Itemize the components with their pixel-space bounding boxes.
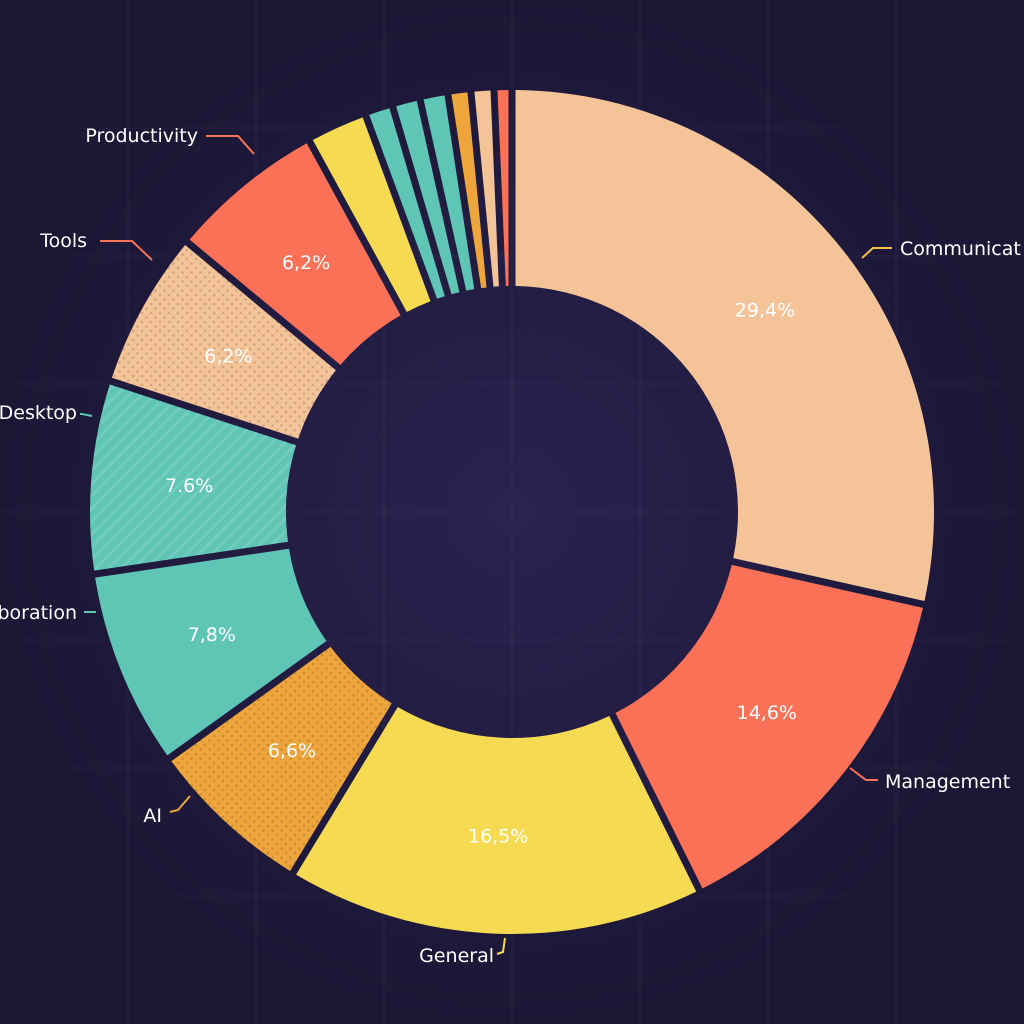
slice-productivity[interactable]	[189, 143, 401, 365]
slice-collaboration[interactable]	[95, 548, 327, 756]
donut-slices	[89, 90, 935, 935]
category-label-ai: AI	[143, 805, 162, 827]
value-label-productivity: 6,2%	[282, 252, 330, 274]
slice-ai-pattern	[171, 646, 392, 871]
slice-unlabeled-4[interactable]	[423, 95, 475, 291]
value-label-communication: 29,4%	[735, 300, 795, 322]
leader-line-general	[496, 937, 506, 955]
value-label-collaboration: 7,8%	[188, 624, 236, 646]
leader-line-desktop	[80, 413, 93, 417]
value-label-tools: 6,2%	[204, 345, 252, 367]
slice-unlabeled-5[interactable]	[451, 92, 487, 289]
category-label-desktop: Desktop	[0, 402, 77, 424]
slice-unlabeled-3[interactable]	[396, 100, 460, 295]
value-label-general: 16,5%	[468, 826, 528, 848]
value-label-management: 14,6%	[737, 702, 797, 724]
leader-lines	[80, 135, 892, 955]
leader-line-communication	[861, 247, 892, 259]
slice-communication[interactable]	[515, 90, 935, 602]
slice-unlabeled-7[interactable]	[497, 90, 509, 287]
slice-unlabeled-1[interactable]	[312, 117, 431, 312]
slice-unlabeled-2[interactable]	[369, 108, 445, 299]
category-label-management: Management	[885, 771, 1010, 793]
value-label-ai: 6,6%	[268, 740, 316, 762]
value-label-desktop: 7.6%	[165, 475, 213, 497]
slice-general[interactable]	[296, 707, 697, 935]
category-label-productivity: Productivity	[85, 125, 198, 147]
category-label-collaboration: boration	[0, 602, 77, 624]
chart-labels: 29,4% Communicat 14,6% Management 16,5% Gener…	[0, 125, 1021, 967]
slice-desktop-pattern	[89, 384, 297, 571]
slice-unlabeled-6[interactable]	[474, 90, 499, 287]
leader-line-ai	[169, 795, 191, 813]
category-label-general: General	[419, 945, 494, 967]
category-label-communication: Communicat	[900, 238, 1021, 260]
leader-line-productivity	[206, 135, 255, 155]
slice-tools-pattern	[111, 245, 336, 439]
leader-line-management	[849, 767, 878, 781]
leader-line-tools	[100, 240, 153, 261]
category-label-tools: Tools	[39, 230, 87, 252]
slice-management[interactable]	[615, 564, 923, 889]
